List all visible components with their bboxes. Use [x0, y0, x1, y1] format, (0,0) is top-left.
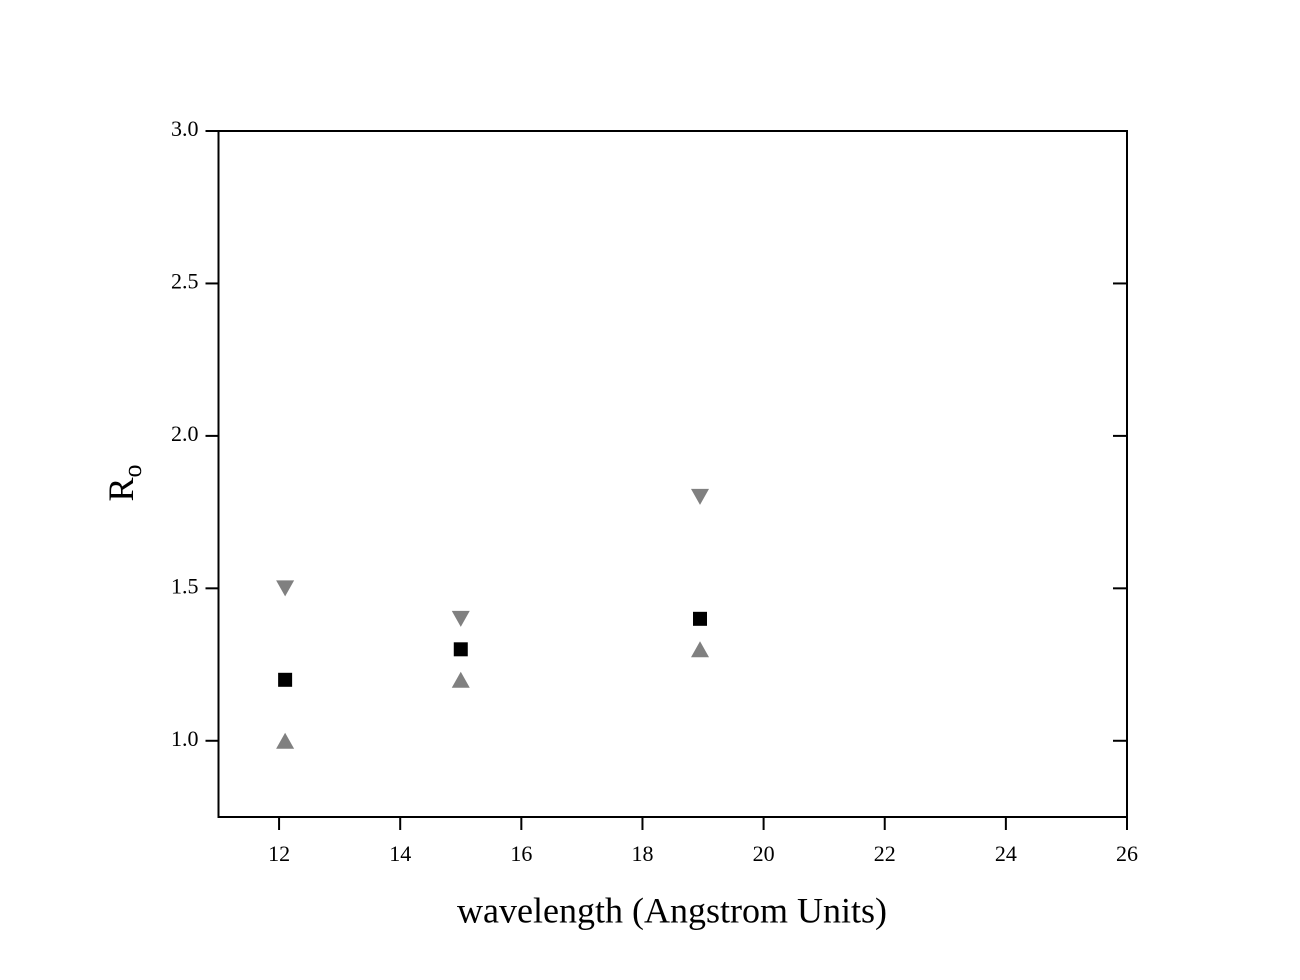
data-point: [276, 580, 295, 597]
y-tick-label: 2.5: [171, 268, 199, 293]
y-axis-title-main: R: [101, 477, 141, 501]
data-point: [693, 611, 708, 626]
x-tick-label: 26: [1116, 841, 1138, 866]
x-tick-label: 24: [995, 841, 1017, 866]
y-axis-title: Ro: [101, 464, 147, 501]
data-point: [453, 642, 468, 657]
x-tick-label: 22: [874, 841, 896, 866]
data-point: [691, 488, 710, 505]
data-point: [451, 671, 470, 688]
y-tick-label: 2.0: [171, 421, 199, 446]
y-tick-label: 1.0: [171, 726, 199, 751]
x-axis-title: wavelength (Angstrom Units): [457, 890, 887, 930]
x-tick-label: 18: [631, 841, 653, 866]
plot-frame: [217, 130, 1128, 818]
y-axis-title-group: Ro: [101, 464, 147, 501]
data-point: [451, 610, 470, 627]
y-axis-title-sub: o: [118, 464, 147, 477]
y-tick-label: 1.5: [171, 573, 199, 598]
x-tick-label: 12: [268, 841, 290, 866]
x-tick-label: 14: [389, 841, 411, 866]
x-tick-label: 16: [510, 841, 532, 866]
data-point: [691, 641, 710, 658]
data-point: [278, 672, 293, 687]
x-tick-label: 20: [753, 841, 775, 866]
data-point: [276, 732, 295, 749]
y-tick-label: 3.0: [171, 116, 199, 141]
